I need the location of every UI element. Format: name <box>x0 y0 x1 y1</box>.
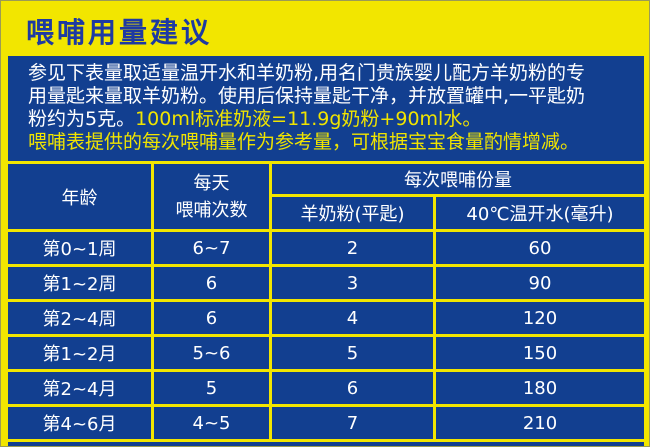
page-title: 喂哺用量建议 <box>26 16 213 49</box>
cell-water: 90 <box>436 267 644 299</box>
cell-age: 第1~2周 <box>8 267 151 299</box>
header-powder: 羊奶粉(平匙) <box>272 197 433 229</box>
cell-water: 180 <box>436 372 644 404</box>
intro-panel: 参见下表量取适量温开水和羊奶粉,用名门贵族婴儿配方羊奶粉的专 用量匙来量取羊奶粉… <box>8 56 644 161</box>
table-row-partial <box>8 442 644 446</box>
header-water: 40℃温开水(毫升) <box>436 197 644 229</box>
cell-powder: 3 <box>272 267 433 299</box>
cell-age: 第2~4周 <box>8 302 151 334</box>
cell-powder: 7 <box>272 407 433 439</box>
cell-times: 6~7 <box>154 232 269 264</box>
cell-times: 5 <box>154 372 269 404</box>
cell-times: 5~6 <box>154 337 269 369</box>
cell-water: 210 <box>436 407 644 439</box>
cell-powder: 2 <box>272 232 433 264</box>
cell-water: 120 <box>436 302 644 334</box>
intro-line-3-highlight: 100ml标准奶液=11.9g奶粉+90ml水。 <box>135 108 482 130</box>
intro-line-1: 参见下表量取适量温开水和羊奶粉,用名门贵族婴儿配方羊奶粉的专 <box>28 62 586 84</box>
header-age: 年龄 <box>8 164 151 229</box>
header-daily-times-line2: 喂哺次数 <box>175 199 248 221</box>
header-daily-times-line1: 每天 <box>193 172 230 194</box>
cell-age: 第4~6月 <box>8 407 151 439</box>
cell-times: 6 <box>154 302 269 334</box>
intro-line-2: 用量匙来量取羊奶粉。使用后保持量匙干净，并放置罐中,一平匙奶 <box>28 85 586 107</box>
intro-line-3-white: 粉约为5克。 <box>28 108 136 130</box>
cell-age: 第2~4月 <box>8 372 151 404</box>
cell-times: 4~5 <box>154 407 269 439</box>
cell-water: 60 <box>436 232 644 264</box>
cell-powder: 6 <box>272 372 433 404</box>
cell-times: 6 <box>154 267 269 299</box>
cell-water: 150 <box>436 337 644 369</box>
header-daily-times: 每天 喂哺次数 <box>154 164 269 229</box>
header-per-feed-amount: 每次喂哺份量 <box>272 164 644 194</box>
intro-line-4: 喂哺表提供的每次喂哺量作为参考量，可根据宝宝食量酌情增减。 <box>28 131 580 153</box>
cell-age: 第1~2月 <box>8 337 151 369</box>
cell-powder: 4 <box>272 302 433 334</box>
cell-age: 第0~1周 <box>8 232 151 264</box>
feeding-table: 年龄 每天 喂哺次数 每次喂哺份量 羊奶粉(平匙) 40℃温开水(毫升) 第0~… <box>8 164 644 446</box>
intro-line-3: 粉约为5克。100ml标准奶液=11.9g奶粉+90ml水。 <box>28 108 630 131</box>
cell-powder: 5 <box>272 337 433 369</box>
